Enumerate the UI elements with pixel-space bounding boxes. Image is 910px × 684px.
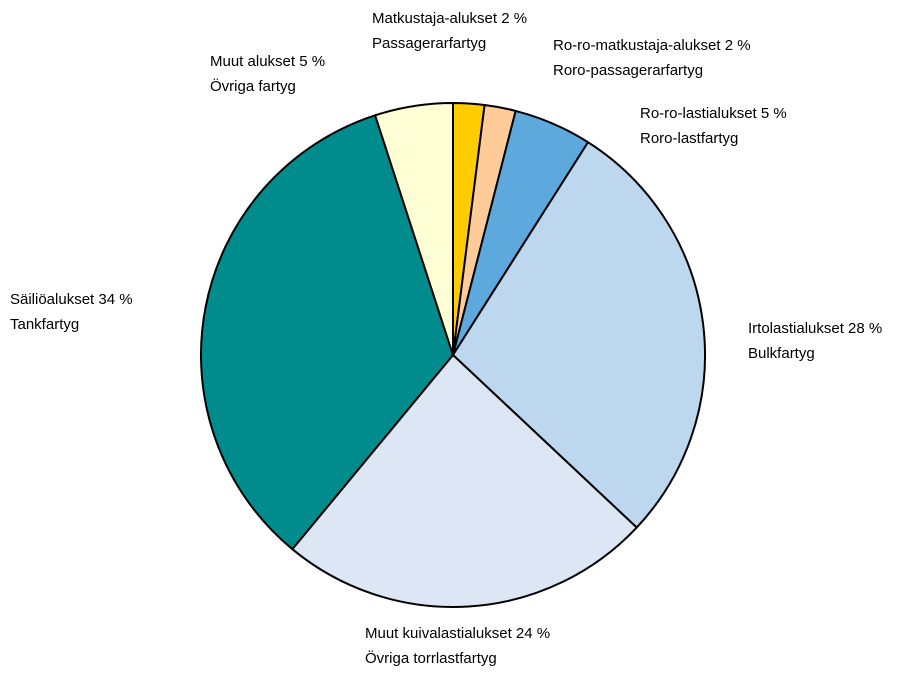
slice-label-fi-6: Säiliöalukset 34 % — [10, 291, 133, 308]
pie-slice-6 — [200, 114, 454, 551]
slices-layer — [200, 102, 706, 608]
slice-label-sv-6: Tankfartyg — [10, 316, 79, 333]
pie-slice-7 — [374, 102, 454, 356]
slice-label-sv-1: Passagerarfartyg — [372, 35, 486, 52]
slice-label-fi-1: Matkustaja-alukset 2 % — [372, 10, 527, 27]
pie-slice-4 — [452, 141, 706, 529]
slice-label-sv-7: Övriga fartyg — [210, 77, 296, 95]
slice-label-fi-4: Irtolastialukset 28 % — [748, 320, 882, 337]
labels-layer: Matkustaja-alukset 2 % Passagerarfartyg Ro… — [10, 10, 882, 667]
pie-slice-5 — [291, 354, 638, 608]
slice-label-fi-3: Ro-ro-lastialukset 5 % — [640, 105, 787, 122]
slice-label-fi-2: Ro-ro-matkustaja-alukset 2 % — [553, 37, 751, 54]
slice-label-sv-4: Bulkfartyg — [748, 345, 815, 362]
slice-label-sv-5: Övriga torrlastfartyg — [365, 649, 497, 667]
slice-label-sv-2: Roro-passagerarfartyg — [553, 62, 703, 79]
slice-label-sv-3: Roro-lastfartyg — [640, 130, 738, 147]
slice-label-fi-5: Muut kuivalastialukset 24 % — [365, 625, 550, 642]
slice-label-fi-7: Muut alukset 5 % — [210, 53, 325, 70]
